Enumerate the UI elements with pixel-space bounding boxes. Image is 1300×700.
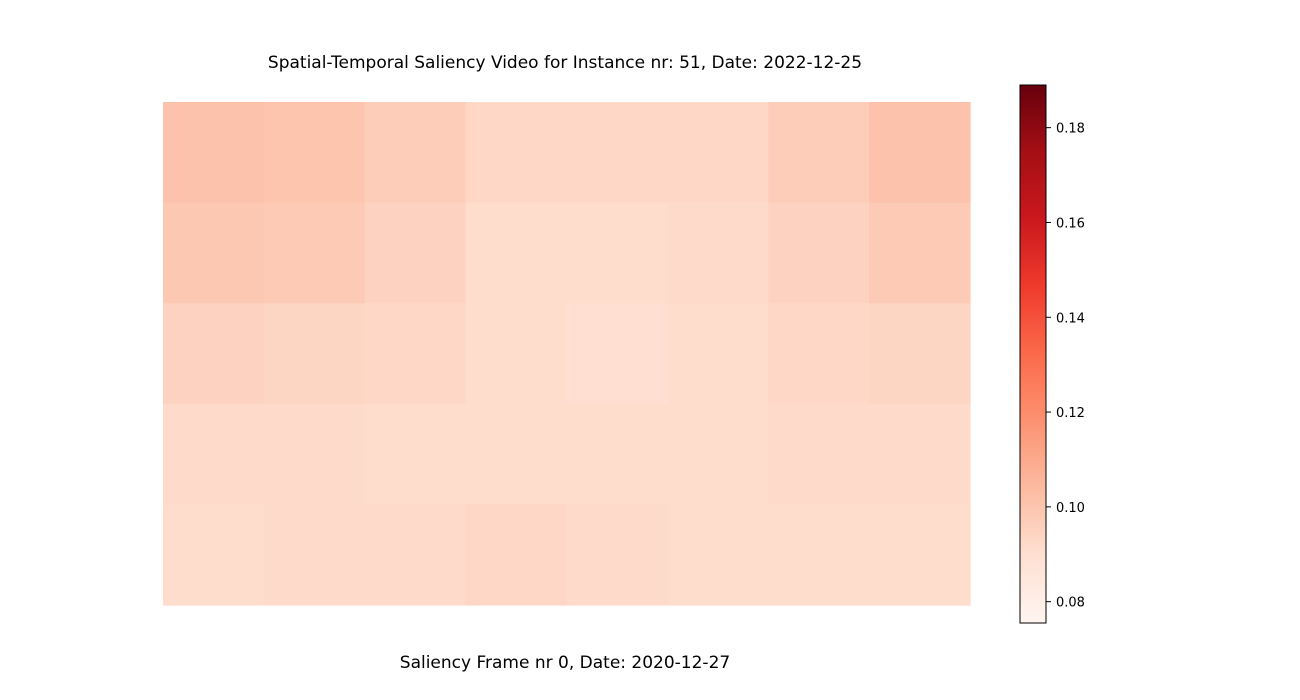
- colorbar-tick-label: 0.18: [1056, 122, 1085, 137]
- heatmap-cell: [667, 102, 769, 204]
- colorbar-tick-label: 0.12: [1056, 406, 1085, 421]
- colorbar-tick-label: 0.14: [1056, 311, 1085, 326]
- heatmap-cell: [465, 102, 568, 204]
- heatmap-cell: [667, 403, 769, 505]
- heatmap-cell: [263, 202, 366, 304]
- heatmap-cell: [768, 102, 870, 204]
- heatmap-cell: [566, 403, 668, 505]
- colorbar-tick-label: 0.16: [1056, 216, 1085, 231]
- heatmap-cell: [263, 303, 366, 405]
- heatmap-cell: [566, 303, 668, 405]
- heatmap-cell: [768, 504, 870, 606]
- chart-title: Spatial-Temporal Saliency Video for Inst…: [267, 53, 863, 73]
- heatmap-cell: [364, 403, 467, 505]
- heatmap-cell: [364, 102, 467, 204]
- heatmap-cell: [263, 403, 366, 505]
- heatmap-cell: [869, 303, 971, 405]
- colorbar: 0.08 0.10 0.12 0.14 0.16 0.18: [1019, 84, 1085, 624]
- heatmap-cell: [263, 102, 366, 204]
- heatmap-cell: [465, 403, 568, 505]
- colorbar-gradient: [1019, 84, 1047, 624]
- heatmap-cell: [566, 102, 668, 204]
- heatmap-cell: [465, 303, 568, 405]
- colorbar-tick-label: 0.08: [1056, 596, 1085, 611]
- heatmap-cell: [163, 504, 265, 606]
- heatmap-cell: [768, 202, 870, 304]
- heatmap-cell: [364, 202, 467, 304]
- heatmap-cell: [163, 102, 265, 204]
- heatmap-cell: [364, 504, 467, 606]
- heatmap-cell: [869, 102, 971, 204]
- heatmap-cell: [465, 202, 568, 304]
- heatmap-cell: [364, 303, 467, 405]
- heatmap-cell: [667, 504, 769, 606]
- heatmap-cell: [566, 202, 668, 304]
- heatmap-cell: [768, 403, 870, 505]
- heatmap-cell: [869, 202, 971, 304]
- heatmap-cell: [667, 202, 769, 304]
- heatmap-cell: [163, 202, 265, 304]
- heatmap-cell: [667, 303, 769, 405]
- heatmap-cell: [263, 504, 366, 606]
- heatmap-cell: [566, 504, 668, 606]
- heatmap-cells: [163, 102, 971, 606]
- heatmap-cell: [869, 403, 971, 505]
- heatmap-cell: [163, 403, 265, 505]
- colorbar-tick-label: 0.10: [1056, 501, 1085, 516]
- heatmap-cell: [869, 504, 971, 606]
- heatmap-cell: [465, 504, 568, 606]
- heatmap-cell: [163, 303, 265, 405]
- heatmap-cell: [768, 303, 870, 405]
- frame-caption: Saliency Frame nr 0, Date: 2020-12-27: [399, 653, 731, 673]
